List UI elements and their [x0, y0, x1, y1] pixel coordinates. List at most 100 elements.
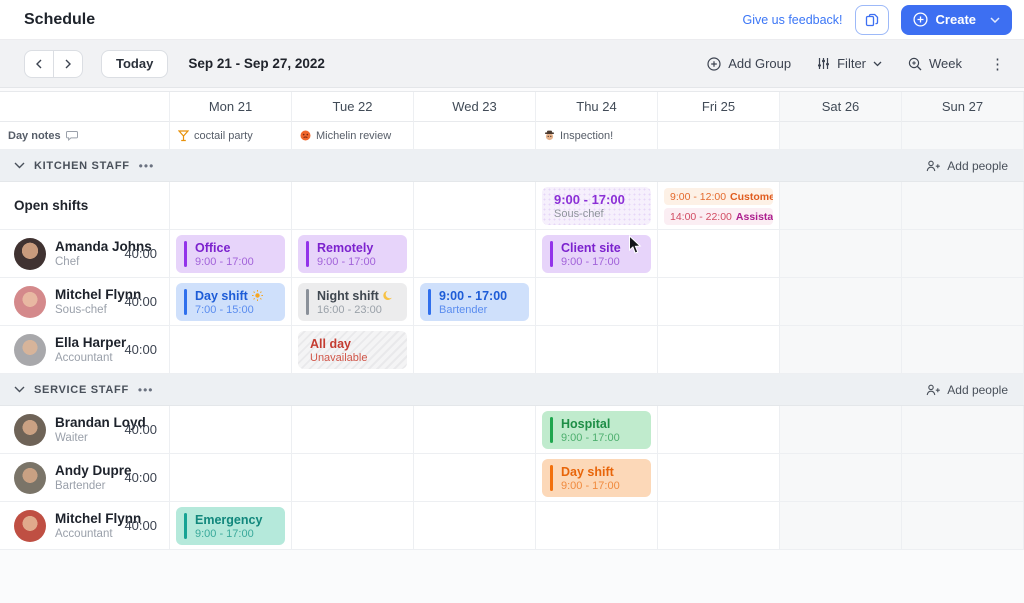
shift-chip[interactable]: Day shift 7:00 - 15:00: [176, 283, 285, 321]
shift-cell[interactable]: [292, 454, 414, 502]
create-button[interactable]: Create: [900, 4, 1012, 35]
shift-cell[interactable]: [536, 502, 658, 550]
group-menu-icon[interactable]: •••: [137, 382, 154, 397]
shift-cell[interactable]: [780, 182, 902, 230]
shift-chip[interactable]: Remotely 9:00 - 17:00: [298, 235, 407, 273]
week-zoom-button[interactable]: Week: [908, 56, 962, 71]
shift-cell[interactable]: [170, 406, 292, 454]
shift-cell[interactable]: 9:00 - 12:00Customer... 14:00 - 22:00Ass…: [658, 182, 780, 230]
day-header[interactable]: Mon 21: [170, 92, 292, 122]
day-note[interactable]: coctail party: [170, 122, 292, 150]
employee-cell[interactable]: Brandan Loyd Waiter 40:00: [0, 406, 170, 454]
shift-chip[interactable]: Client site 9:00 - 17:00: [542, 235, 651, 273]
day-header[interactable]: Sat 26: [780, 92, 902, 122]
day-header[interactable]: Sun 27: [902, 92, 1024, 122]
shift-cell[interactable]: [780, 326, 902, 374]
day-note[interactable]: Inspection!: [536, 122, 658, 150]
shift-cell[interactable]: [292, 406, 414, 454]
shift-cell[interactable]: [658, 454, 780, 502]
day-header[interactable]: Wed 23: [414, 92, 536, 122]
shift-cell[interactable]: [902, 454, 1024, 502]
day-header[interactable]: Tue 22: [292, 92, 414, 122]
shift-cell[interactable]: 9:00 - 17:00 Bartender: [414, 278, 536, 326]
shift-cell[interactable]: [658, 230, 780, 278]
shift-chip[interactable]: Hospital 9:00 - 17:00: [542, 411, 651, 449]
shift-cell[interactable]: Day shift 9:00 - 17:00: [536, 454, 658, 502]
shift-cell[interactable]: Remotely 9:00 - 17:00: [292, 230, 414, 278]
shift-cell[interactable]: [292, 502, 414, 550]
shift-cell[interactable]: [170, 326, 292, 374]
more-options-icon[interactable]: ⋮: [990, 55, 1006, 73]
shift-cell[interactable]: [902, 182, 1024, 230]
day-note-empty[interactable]: [658, 122, 780, 150]
shift-chip[interactable]: Night shift 16:00 - 23:00: [298, 283, 407, 321]
shift-cell[interactable]: [414, 182, 536, 230]
prev-week-button[interactable]: [24, 49, 54, 78]
shift-cell[interactable]: [780, 454, 902, 502]
day-note-empty[interactable]: [902, 122, 1024, 150]
shift-cell[interactable]: [902, 406, 1024, 454]
shift-cell[interactable]: [902, 278, 1024, 326]
shift-cell[interactable]: [780, 502, 902, 550]
copy-button[interactable]: [854, 4, 889, 35]
employee-cell[interactable]: Amanda Johns Chef 40:00: [0, 230, 170, 278]
day-note[interactable]: Michelin review: [292, 122, 414, 150]
day-note-empty[interactable]: [780, 122, 902, 150]
day-header[interactable]: Fri 25: [658, 92, 780, 122]
shift-cell[interactable]: [780, 278, 902, 326]
shift-cell[interactable]: Office 9:00 - 17:00: [170, 230, 292, 278]
shift-cell[interactable]: Client site 9:00 - 17:00: [536, 230, 658, 278]
day-note-empty[interactable]: [414, 122, 536, 150]
employee-cell[interactable]: Andy Dupre Bartender 40:00: [0, 454, 170, 502]
shift-cell[interactable]: [414, 502, 536, 550]
shift-chip[interactable]: Office 9:00 - 17:00: [176, 235, 285, 273]
today-button[interactable]: Today: [101, 49, 169, 78]
chevron-down-icon[interactable]: [14, 386, 25, 393]
open-shift-chip[interactable]: 14:00 - 22:00Assistant: [664, 208, 773, 225]
employee-cell[interactable]: Mitchel Flynn Accountant 40:00: [0, 502, 170, 550]
shift-cell[interactable]: [902, 502, 1024, 550]
shift-cell[interactable]: [902, 326, 1024, 374]
shift-cell[interactable]: [536, 278, 658, 326]
feedback-link[interactable]: Give us feedback!: [742, 12, 843, 27]
shift-cell[interactable]: [414, 454, 536, 502]
shift-cell[interactable]: Day shift 7:00 - 15:00: [170, 278, 292, 326]
shift-chip[interactable]: Day shift 9:00 - 17:00: [542, 459, 651, 497]
shift-cell[interactable]: [414, 326, 536, 374]
shift-cell[interactable]: [780, 230, 902, 278]
shift-cell[interactable]: [902, 230, 1024, 278]
filter-button[interactable]: Filter: [817, 56, 882, 71]
unavailable-chip[interactable]: All day Unavailable: [298, 331, 407, 369]
add-people-button[interactable]: Add people: [926, 159, 1008, 173]
shift-cell[interactable]: Emergency 9:00 - 17:00: [170, 502, 292, 550]
shift-color-bar: [550, 417, 553, 443]
shift-cell[interactable]: Night shift 16:00 - 23:00: [292, 278, 414, 326]
employee-cell[interactable]: Mitchel Flynn Sous-chef 40:00: [0, 278, 170, 326]
group-menu-icon[interactable]: •••: [138, 158, 155, 173]
open-shift-chip[interactable]: 9:00 - 12:00Customer...: [664, 188, 773, 205]
shift-cell[interactable]: [780, 406, 902, 454]
shift-cell[interactable]: [170, 454, 292, 502]
shift-cell[interactable]: [658, 406, 780, 454]
shift-cell[interactable]: [292, 182, 414, 230]
open-shift-chip[interactable]: 9:00 - 17:00 Sous-chef: [542, 187, 651, 225]
shift-cell[interactable]: [658, 326, 780, 374]
shift-cell[interactable]: [414, 230, 536, 278]
chevron-down-icon[interactable]: [14, 162, 25, 169]
shift-cell[interactable]: [536, 326, 658, 374]
shift-color-bar: [550, 465, 553, 491]
shift-cell[interactable]: All day Unavailable: [292, 326, 414, 374]
shift-cell[interactable]: [414, 406, 536, 454]
shift-chip[interactable]: Emergency 9:00 - 17:00: [176, 507, 285, 545]
add-group-button[interactable]: Add Group: [707, 56, 791, 71]
next-week-button[interactable]: [53, 49, 83, 78]
shift-cell[interactable]: Hospital 9:00 - 17:00: [536, 406, 658, 454]
shift-cell[interactable]: 9:00 - 17:00 Sous-chef: [536, 182, 658, 230]
day-header[interactable]: Thu 24: [536, 92, 658, 122]
shift-chip[interactable]: 9:00 - 17:00 Bartender: [420, 283, 529, 321]
employee-cell[interactable]: Ella Harper Accountant 40:00: [0, 326, 170, 374]
add-people-button[interactable]: Add people: [926, 383, 1008, 397]
shift-cell[interactable]: [170, 182, 292, 230]
shift-cell[interactable]: [658, 502, 780, 550]
shift-cell[interactable]: [658, 278, 780, 326]
